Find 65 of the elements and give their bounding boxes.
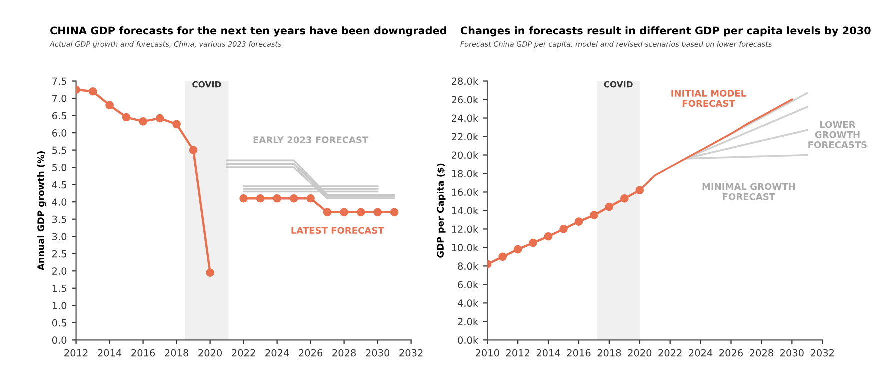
- y-tick-label: 0.5: [52, 319, 66, 327]
- x-tick-label: 2020: [198, 349, 222, 357]
- y-tick-label: 2.0k: [458, 318, 479, 326]
- y-tick-label: 8.0k: [458, 262, 479, 270]
- x-tick-label: 2014: [536, 349, 560, 357]
- x-tick-label: 2018: [598, 349, 622, 357]
- y-tick-label: 6.0: [52, 130, 67, 137]
- x-tick-label: 2020: [628, 349, 652, 357]
- annotation: INITIAL MODEL FORECAST: [672, 90, 746, 108]
- y-tick-label: 4.0k: [458, 299, 479, 308]
- x-tick-label: 2030: [780, 349, 804, 357]
- x-tick-label: 2030: [366, 349, 390, 357]
- x-tick-label: 2028: [332, 349, 356, 357]
- x-tick-label: 2026: [720, 349, 744, 357]
- y-tick-label: 16.0k: [452, 188, 479, 196]
- y-tick-label: 5.0: [52, 164, 67, 172]
- y-tick-label: 4.0: [52, 198, 67, 206]
- y-tick-label: 12.0k: [452, 226, 479, 234]
- y-tick-label: 4.5: [52, 181, 66, 189]
- y-tick-label: 6.5: [52, 112, 66, 120]
- y-tick-label: 3.5: [52, 216, 66, 224]
- x-tick-label: 2022: [658, 349, 682, 357]
- band-label: COVID: [192, 81, 222, 88]
- x-tick-label: 2010: [476, 349, 500, 357]
- annotation: LOWER GROWTH FORECASTS: [808, 121, 867, 148]
- chart-title: CHINA GDP forecasts for the next ten years have been downgraded: [50, 26, 446, 37]
- x-tick-label: 2032: [400, 349, 423, 357]
- y-tick-label: 24.0k: [452, 114, 479, 122]
- x-tick-label: 2026: [299, 349, 323, 357]
- y-tick-label: 14.0k: [452, 207, 479, 215]
- y-tick-label: 7.0: [52, 95, 67, 102]
- x-tick-label: 2028: [750, 349, 774, 357]
- x-tick-label: 2014: [98, 349, 122, 357]
- x-tick-label: 2016: [132, 349, 156, 357]
- y-tick-label: 26.0k: [452, 96, 479, 104]
- y-tick-label: 0.0k: [458, 336, 479, 344]
- x-tick-label: 2022: [232, 349, 256, 357]
- y-tick-label: 6.0k: [458, 281, 479, 289]
- annotation: MINIMAL GROWTH FORECAST: [702, 183, 796, 200]
- y-tick-label: 1.0: [52, 302, 67, 310]
- y-tick-label: 10.0k: [452, 244, 479, 252]
- y-tick-label: 2.5: [52, 250, 66, 258]
- y-axis-title: Annual GDP growth (%): [37, 152, 46, 271]
- y-tick-label: 18.0k: [452, 170, 479, 178]
- y-tick-label: 7.5: [52, 78, 66, 86]
- x-tick-label: 2024: [689, 349, 713, 357]
- x-tick-label: 2012: [64, 349, 88, 357]
- x-tick-label: 2032: [810, 349, 834, 357]
- annotation: EARLY 2023 FORECAST: [254, 136, 369, 144]
- y-tick-label: 22.0k: [452, 133, 479, 141]
- x-tick-label: 2012: [506, 349, 530, 357]
- band-label: COVID: [604, 81, 633, 88]
- x-tick-label: 2016: [567, 349, 591, 357]
- y-tick-label: 20.0k: [452, 152, 479, 160]
- x-tick-label: 2018: [165, 349, 189, 357]
- y-tick-label: 1.5: [52, 285, 66, 292]
- y-tick-label: 28.0k: [452, 78, 479, 86]
- annotation: LATEST FORECAST: [292, 227, 384, 234]
- chart-title: Changes in forecasts result in different GDP per capita levels by 2030: [460, 26, 871, 37]
- x-tick-label: 2024: [266, 349, 290, 357]
- y-tick-label: 5.5: [52, 146, 66, 154]
- y-axis-title: GDP per Capita ($): [437, 164, 446, 258]
- y-tick-label: 3.0: [52, 233, 67, 240]
- y-tick-label: 0.0: [52, 336, 67, 344]
- y-tick-label: 2.0: [52, 268, 67, 275]
